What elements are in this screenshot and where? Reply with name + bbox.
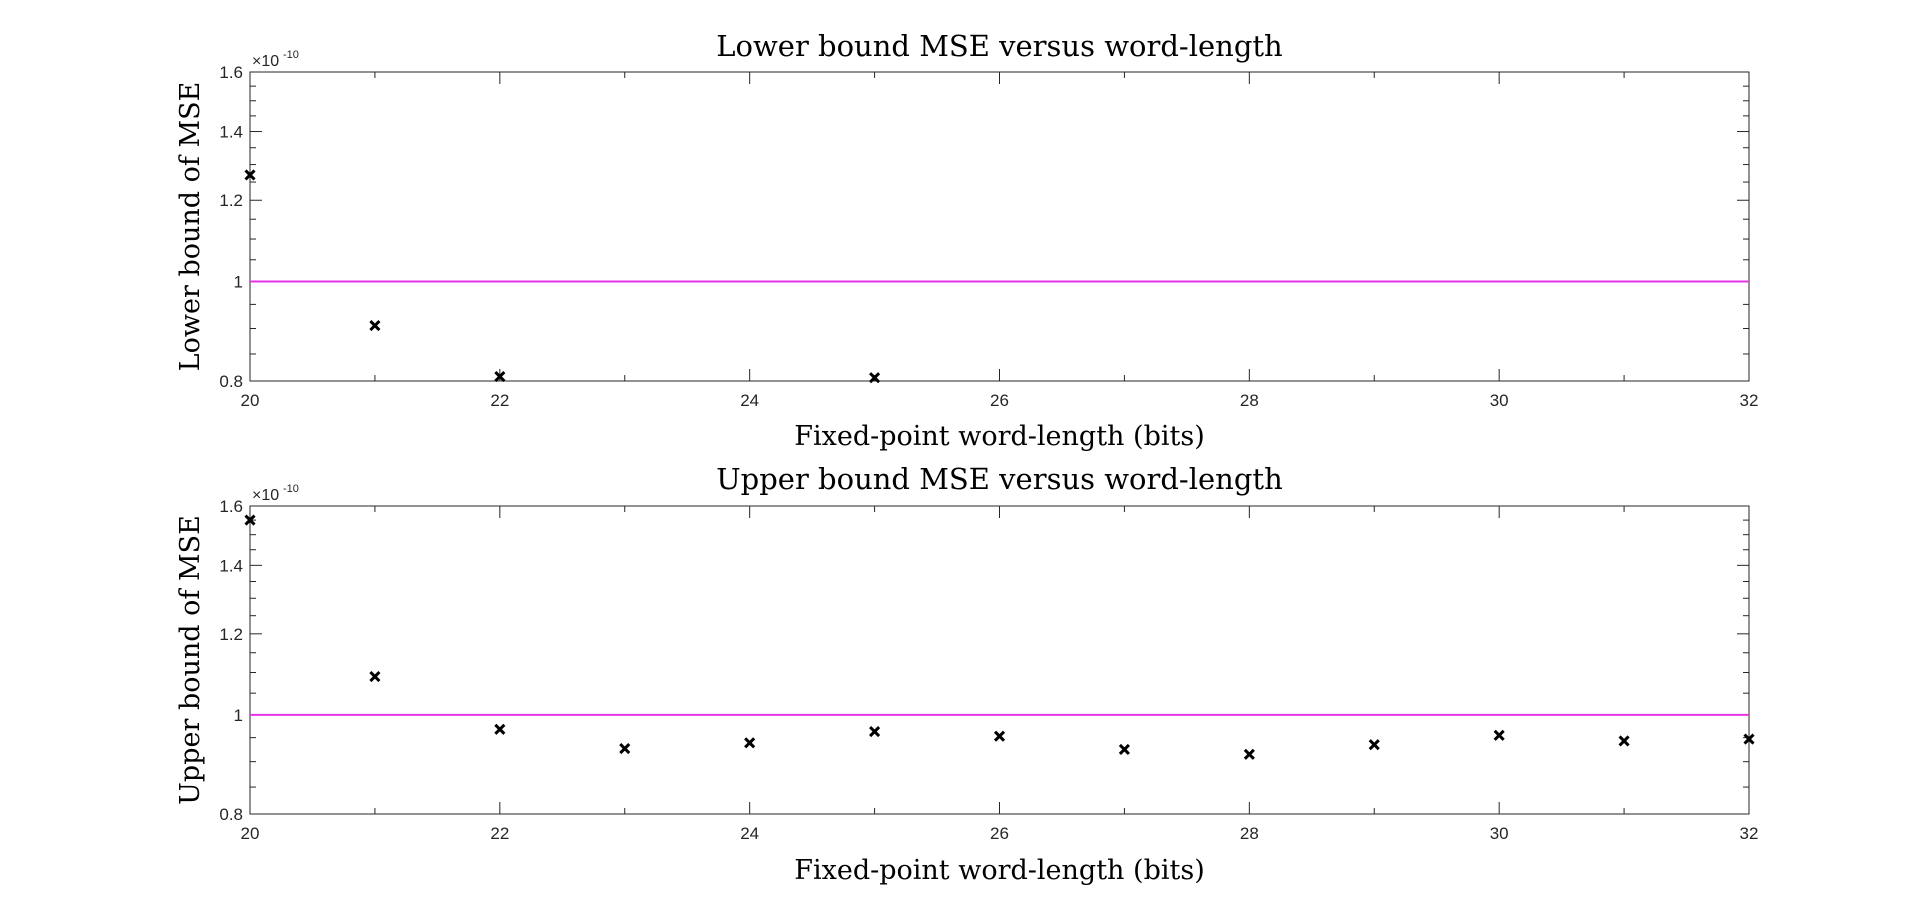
upper-data-point [1118,743,1130,756]
lower-x-tick-label: 26 [990,391,1009,410]
lower-plot-x-label: Fixed-point word-length (bits) [794,421,1204,452]
upper-x-tick-label: 32 [1740,824,1759,843]
upper-marker-stroke [1368,739,1380,751]
upper-plot-exponent-base: ×10 [252,487,279,504]
upper-y-tick-label: 1 [234,706,243,725]
upper-data-point [1243,748,1255,760]
upper-y-tick-label: 1.6 [219,497,243,516]
upper-data-point [369,670,381,683]
upper-marker-stroke [244,514,256,526]
lower-y-tick-label: 1.6 [219,63,243,82]
upper-marker-stroke [369,670,381,683]
upper-x-tick-label: 24 [740,824,759,843]
lower-plot-y-label: Lower bound of MSE [175,82,206,372]
lower-x-tick-label: 28 [1240,391,1259,410]
upper-data-point [1368,739,1380,751]
upper-data-point [494,723,506,735]
upper-y-tick-label: 1.4 [219,556,243,575]
lower-x-tick-label: 20 [241,391,260,410]
lower-marker-stroke [244,169,256,181]
upper-data-point [869,726,881,738]
lower-marker-stroke [494,371,506,383]
lower-plot-exponent-base: ×10 [252,53,279,70]
lower-plot-marks: 20 22 24 26 28 30 32 0.8 1 1.2 1.4 1.6 [219,63,1758,410]
lower-plot-exponent: -10 [283,49,299,61]
upper-marker-stroke [1118,743,1130,756]
lower-data-point [369,319,381,332]
upper-x-tick-label: 28 [1240,824,1259,843]
lower-y-tick-label: 0.8 [219,372,243,391]
upper-data-point [1493,729,1505,741]
upper-bound-plot: Upper bound MSE versus word-length Fixed… [175,462,1758,886]
lower-plot-frame [249,71,1750,382]
upper-plot-exponent: -10 [283,483,299,495]
upper-y-tick-label: 1.2 [219,625,243,644]
lower-data-point [244,169,256,181]
upper-plot-x-label: Fixed-point word-length (bits) [794,855,1204,886]
lower-data-point [869,372,881,384]
upper-marker-stroke [1243,748,1255,760]
upper-marker-stroke [869,726,881,738]
upper-plot-frame [249,505,1750,815]
lower-bound-plot: Lower bound MSE versus word-length Fixed… [175,29,1758,452]
upper-marker-stroke [1618,735,1630,747]
upper-plot-y-label: Upper bound of MSE [175,515,206,805]
upper-data-point [993,730,1006,742]
upper-x-tick-label: 26 [990,824,1009,843]
upper-marker-stroke [744,737,756,749]
upper-data-point [619,742,631,755]
lower-x-tick-label: 22 [490,391,509,410]
upper-plot-title: Upper bound MSE versus word-length [716,462,1283,496]
lower-y-tick-label: 1 [234,273,243,292]
upper-data-point [744,737,756,749]
lower-marker-stroke [869,372,881,384]
upper-x-tick-label: 22 [490,824,509,843]
lower-x-tick-label: 24 [740,391,759,410]
lower-data-point [494,371,506,383]
upper-plot-marks: 20 22 24 26 28 30 32 0.8 1 1.2 1.4 1.6 [219,497,1758,843]
upper-data-point [1743,733,1755,745]
upper-marker-stroke [1743,733,1755,745]
upper-marker-stroke [619,742,631,755]
lower-x-tick-label: 32 [1740,391,1759,410]
upper-y-tick-label: 0.8 [219,805,243,824]
upper-data-point [1618,735,1630,747]
upper-marker-stroke [494,723,506,735]
lower-y-tick-label: 1.4 [219,123,243,142]
upper-marker-stroke [993,730,1006,742]
lower-plot-title: Lower bound MSE versus word-length [716,29,1282,63]
lower-marker-stroke [369,319,381,332]
upper-data-point [244,514,256,526]
upper-x-tick-label: 30 [1490,824,1509,843]
lower-y-tick-label: 1.2 [219,191,243,210]
lower-x-tick-label: 30 [1490,391,1509,410]
upper-marker-stroke [1493,729,1505,741]
upper-x-tick-label: 20 [241,824,260,843]
